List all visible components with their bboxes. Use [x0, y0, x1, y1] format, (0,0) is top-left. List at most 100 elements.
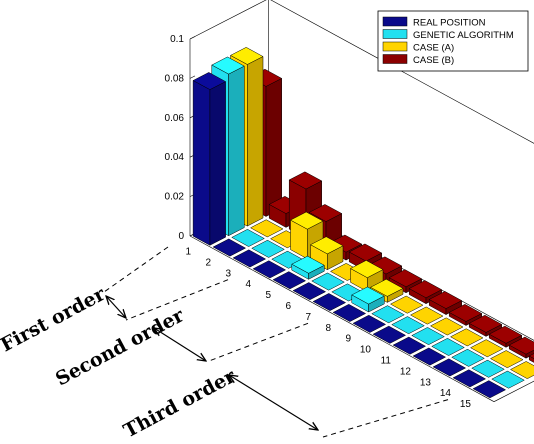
bar-top-face	[231, 229, 265, 247]
bar-top-face	[489, 350, 524, 369]
bar-genetic-algorithm-6	[311, 272, 345, 291]
y-tick-label: 0.06	[165, 113, 185, 124]
y-tick-label: 0.04	[165, 152, 185, 163]
bar-side-face	[247, 56, 264, 227]
bar-case-a--11	[429, 317, 464, 336]
bar-top-face	[389, 295, 424, 314]
bar-top-face	[509, 361, 534, 379]
x-tick-label: 8	[325, 323, 331, 334]
bar-genetic-algorithm-15	[491, 370, 525, 389]
bar-top-face	[472, 380, 507, 399]
series-axis-line	[493, 380, 534, 402]
box-edge	[270, 0, 534, 144]
bar-top-face	[528, 353, 534, 359]
bar-case-a--10	[409, 306, 444, 325]
bar-case-b--12	[468, 314, 503, 337]
bar-real-position-6	[292, 282, 327, 301]
bar-case-b--13	[488, 325, 523, 348]
bar-front-face	[528, 355, 534, 363]
bar-side-face	[525, 349, 534, 359]
annotation-label: First order	[0, 283, 110, 357]
bar-front-face	[192, 80, 211, 246]
bar-case-a--9	[389, 295, 424, 314]
bar-top-face	[468, 314, 503, 333]
bar-real-position-9	[352, 314, 387, 333]
bar-top-face	[449, 328, 484, 347]
bar-real-position-15	[472, 380, 507, 399]
bracket-arrow	[154, 328, 206, 361]
bar-real-position-11	[392, 336, 427, 355]
bar-top-face	[508, 336, 534, 355]
bar-top-face	[192, 72, 227, 90]
bar-case-b--11	[448, 304, 483, 326]
bar-top-face	[229, 47, 264, 65]
bar-real-position-10	[372, 325, 407, 344]
x-tick-label: 4	[245, 279, 251, 290]
legend-swatch	[382, 16, 408, 27]
dashed-leader-line	[125, 279, 229, 321]
bar-real-position-3	[232, 249, 267, 268]
bar-top-face	[428, 291, 463, 309]
bar-top-face	[312, 293, 347, 311]
annotation-label: Third order	[120, 365, 240, 443]
x-tick-label: 5	[265, 290, 271, 301]
bar-case-b--15	[528, 353, 534, 363]
bar-top-face	[471, 359, 505, 378]
legend-label: GENETIC ALGORITHM	[413, 30, 514, 41]
bar-top-face	[491, 370, 525, 389]
bar-top-face	[249, 219, 284, 238]
y-tick-mark	[189, 36, 196, 40]
bar-real-position-5	[272, 271, 307, 290]
x-tick-label: 3	[225, 268, 231, 279]
bar-top-face	[372, 325, 407, 344]
bar-case-a--12	[449, 328, 484, 347]
bar-top-face	[292, 282, 327, 301]
bar-top-face	[452, 369, 487, 388]
bar-side-face	[228, 65, 245, 237]
bar-case-a--2	[249, 219, 284, 238]
bar-top-face	[369, 278, 404, 297]
legend-swatch	[382, 41, 408, 52]
bar-real-position-7	[312, 293, 347, 311]
bar-genetic-algorithm-11	[411, 327, 445, 345]
y-tick-label: 0	[178, 231, 184, 242]
y-tick-label: 0.1	[170, 34, 184, 45]
bar-genetic-algorithm-13	[451, 348, 485, 367]
bar-top-face	[348, 243, 383, 262]
dashed-leader-line	[208, 322, 309, 362]
bar-case-a--15	[509, 361, 534, 379]
bar-top-face	[252, 260, 287, 279]
y-tick-label: 0.02	[165, 192, 185, 203]
bar-top-face	[392, 336, 427, 355]
legend-label: CASE (A)	[413, 43, 454, 54]
bar-case-b--10	[428, 291, 463, 316]
bar-genetic-algorithm-14	[471, 359, 505, 378]
box-edge	[189, 0, 267, 40]
x-tick-label: 9	[345, 334, 351, 345]
bar-genetic-algorithm-12	[431, 338, 465, 356]
dashed-leader-line	[322, 399, 449, 438]
bar-case-a--7	[349, 260, 384, 292]
bars-group	[192, 47, 534, 399]
bar-top-face	[291, 255, 325, 274]
bar-top-face	[251, 239, 285, 258]
bar-genetic-algorithm-8	[351, 286, 385, 313]
bar-top-face	[351, 286, 385, 305]
bar-top-face	[309, 236, 344, 255]
legend-label: CASE (B)	[413, 55, 454, 66]
bar-top-face	[391, 316, 425, 335]
legend-swatch	[382, 54, 408, 64]
bar-top-face	[311, 272, 345, 291]
bar-genetic-algorithm-5	[291, 255, 325, 280]
legend-label: REAL POSITION	[413, 18, 486, 29]
x-tick-label: 15	[460, 399, 472, 410]
bar-top-face	[388, 269, 423, 288]
bar-top-face	[332, 304, 367, 322]
bar-top-face	[308, 204, 343, 222]
x-tick-label: 14	[440, 388, 452, 399]
bar-top-face	[371, 305, 405, 324]
bar-top-face	[451, 348, 485, 367]
